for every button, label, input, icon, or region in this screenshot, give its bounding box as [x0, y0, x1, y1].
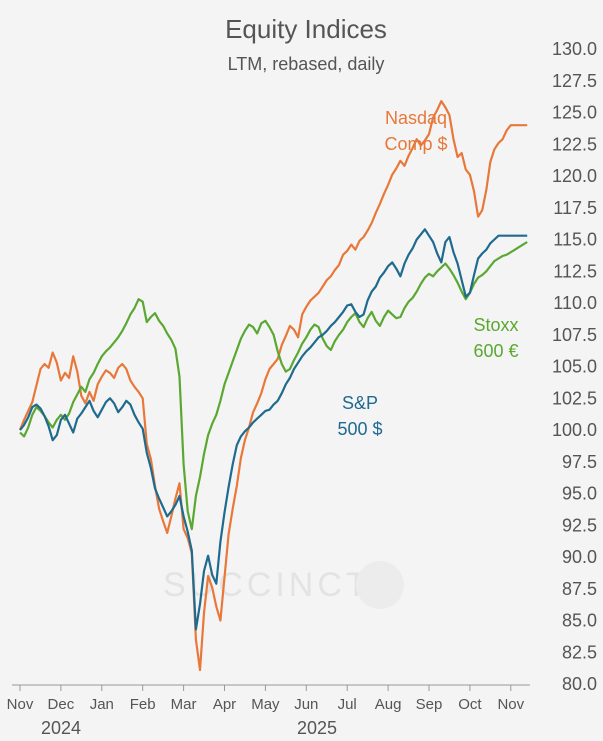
x-tick-label: Nov — [497, 696, 524, 713]
series-line-nasdaq-comp — [18, 99, 528, 672]
y-tick-label: 80.0 — [562, 674, 597, 694]
series-line-s-p-500 — [19, 228, 528, 631]
y-tick-label: 82.5 — [562, 642, 597, 662]
series-label: Comp $ — [384, 134, 447, 154]
y-tick-label: 130.0 — [552, 39, 597, 59]
y-tick-label: 105.0 — [552, 357, 597, 377]
watermark-logo-icon — [356, 561, 404, 609]
y-tick-label: 90.0 — [562, 547, 597, 567]
axes: 80.0 82.5 85.0 87.5 90.0 92.5 95.0 97.5 100.0 102… — [7, 39, 597, 738]
x-tick-label: Jun — [294, 696, 318, 713]
x-tick-label: Apr — [213, 696, 236, 713]
y-tick-label: 117.5 — [553, 198, 597, 218]
x-tick-label: Jan — [90, 696, 114, 713]
y-tick-label: 110.0 — [553, 293, 597, 313]
watermark-text: SUCCINCT — [163, 566, 371, 604]
y-tick-label: 100.0 — [552, 420, 597, 440]
y-tick-label: 112.5 — [553, 261, 597, 281]
series-line-stoxx-600 — [19, 241, 528, 531]
y-tick-label: 95.0 — [562, 484, 597, 504]
series-labels: Nasdaq Comp $ Stoxx 600 € S&P 500 $ — [337, 108, 518, 439]
y-tick-label: 127.5 — [552, 71, 597, 91]
x-tick-label: Aug — [375, 696, 402, 713]
x-tick-label: Dec — [48, 696, 75, 713]
series-label: 600 € — [473, 341, 518, 361]
y-tick-label: 120.0 — [552, 166, 597, 186]
series-label: Stoxx — [473, 315, 518, 335]
y-tick-label: 87.5 — [562, 579, 597, 599]
x-tick-label: Feb — [130, 696, 156, 713]
x-tick-label: Mar — [171, 696, 197, 713]
series-lines — [18, 99, 528, 672]
x-tick-label: Jul — [338, 696, 357, 713]
y-tick-label: 102.5 — [552, 388, 597, 408]
y-tick-label: 107.5 — [552, 325, 597, 345]
y-tick-label: 85.0 — [562, 611, 597, 631]
y-tick-label: 97.5 — [562, 452, 597, 472]
x-tick-label: May — [251, 696, 280, 713]
watermark: SUCCINCT — [163, 561, 404, 609]
y-tick-label: 125.0 — [552, 103, 597, 123]
y-tick-label: 115.0 — [553, 230, 597, 250]
y-tick-label: 122.5 — [552, 134, 597, 154]
chart-subtitle: LTM, rebased, daily — [227, 54, 385, 74]
year-label: 2024 — [41, 718, 81, 738]
series-label: 500 $ — [337, 419, 382, 439]
series-label: S&P — [342, 393, 378, 413]
series-label: Nasdaq — [385, 108, 447, 128]
x-tick-label: Oct — [458, 696, 482, 713]
x-tick-label: Nov — [7, 696, 34, 713]
year-label: 2025 — [297, 718, 337, 738]
x-tick-label: Sep — [416, 696, 443, 713]
y-tick-label: 92.5 — [562, 515, 597, 535]
chart-title: Equity Indices — [225, 14, 387, 44]
